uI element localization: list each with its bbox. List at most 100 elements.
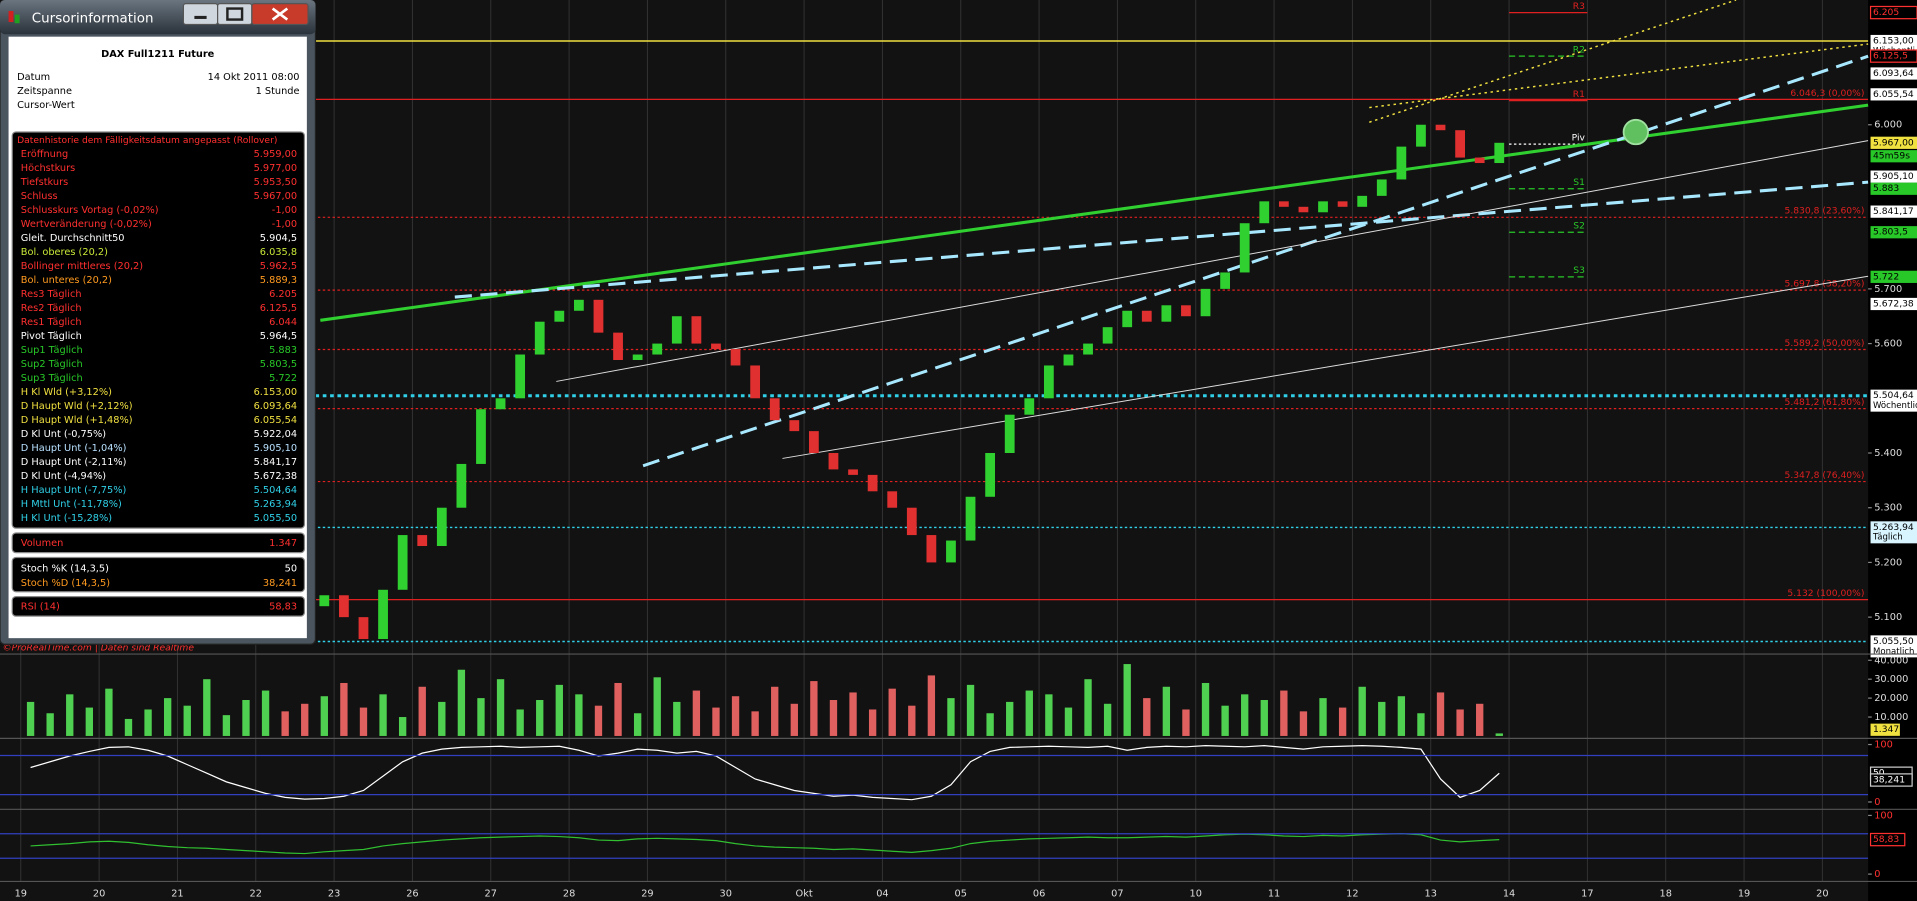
volume-bar	[731, 696, 740, 736]
price-box-label: 5.905,10	[1873, 171, 1914, 182]
maximize-icon	[226, 7, 244, 21]
row-value: 6.153,00	[254, 387, 298, 398]
candle	[1141, 310, 1152, 322]
row-label: D Kl Unt (-0,75%)	[21, 429, 106, 440]
row-value: 5.504,64	[254, 485, 298, 496]
candle	[926, 535, 937, 563]
volume-bar	[1456, 709, 1464, 736]
row-label: Volumen	[21, 538, 64, 549]
candle	[436, 507, 447, 547]
price-box	[1870, 389, 1917, 412]
volume-bar	[614, 682, 622, 736]
volume-bar	[692, 690, 701, 736]
row-value: 5.055,50	[254, 513, 298, 524]
rsi-tick-label: 100	[1874, 810, 1893, 821]
cursor-window[interactable]: Cursorinformation DAX Full1211 Future Da…	[0, 0, 317, 645]
volume-bar	[242, 700, 250, 736]
date-label: 14	[1503, 889, 1515, 900]
row-label: Tiefstkurs	[20, 177, 68, 188]
maximize-button[interactable]	[217, 3, 253, 26]
candle	[965, 496, 976, 541]
row-label: Bollinger mittleres (20,2)	[21, 261, 143, 272]
row-value: 5.904,5	[260, 233, 297, 244]
candle	[378, 589, 388, 640]
volume-bar	[927, 675, 936, 736]
candle	[1102, 327, 1113, 344]
date-label: 05	[955, 889, 967, 900]
volume-bar	[1221, 705, 1229, 736]
volume-bar	[888, 688, 896, 736]
y-tick-label: 5.100	[1874, 612, 1902, 623]
volume-bar	[1260, 700, 1268, 736]
candle	[887, 491, 898, 508]
volume-bar	[555, 684, 563, 736]
candle	[711, 343, 721, 350]
rsi-box-label: 58,83	[1873, 834, 1899, 845]
candle	[691, 316, 702, 344]
minimize-button[interactable]	[182, 3, 219, 26]
stoch-box-label: 38,241	[1873, 775, 1905, 786]
candle	[1337, 201, 1348, 207]
candle	[554, 310, 565, 322]
row-value: 5.883	[269, 345, 297, 356]
volume-bar	[26, 701, 35, 736]
row-value: 6.035,8	[260, 247, 297, 258]
row-label: Sup1 Täglich	[21, 345, 83, 356]
row-value: 58,83	[269, 601, 297, 612]
rsi-box	[1869, 832, 1906, 847]
date-label: 13	[1425, 889, 1437, 900]
price-box-label: 6.125,5	[1873, 51, 1908, 62]
candle	[1024, 398, 1035, 415]
date-label: 11	[1268, 889, 1280, 900]
row-label: Sup3 Täglich	[21, 373, 83, 384]
candle	[730, 349, 741, 366]
row-label: Bol. unteres (20,2)	[21, 275, 112, 286]
trend-line	[454, 180, 1869, 299]
price-box-label: 5.883	[1873, 183, 1899, 194]
price-box	[1870, 297, 1917, 311]
price-box-label: 5.967,00	[1873, 137, 1914, 148]
candle	[476, 409, 486, 464]
minimize-icon	[194, 15, 207, 19]
price-box	[1870, 88, 1917, 101]
candle	[652, 343, 663, 355]
date-label: 27	[485, 889, 497, 900]
pivot-label: Piv	[1572, 133, 1586, 144]
row-value: 6.093,64	[254, 401, 298, 412]
pane-separators	[0, 653, 1917, 883]
volume-bar	[790, 703, 798, 736]
volume-bar	[1280, 690, 1288, 736]
price-box	[1870, 136, 1917, 149]
volume-bar	[1476, 703, 1484, 736]
row-label: Schlusskurs Vortag (-0,02%)	[21, 205, 159, 216]
date-label: 22	[250, 889, 262, 900]
row-value: 50	[285, 563, 297, 574]
date-label: 20	[93, 889, 105, 900]
candle	[593, 299, 604, 333]
date-label: 04	[876, 889, 888, 900]
volume-bar	[418, 686, 426, 736]
pivot-label: R2	[1573, 44, 1585, 55]
candle	[1122, 310, 1133, 328]
candle	[750, 365, 761, 399]
row-label: Bol. oberes (20,2)	[21, 247, 108, 258]
app-icon	[14, 14, 20, 24]
alert-marker[interactable]	[1622, 118, 1649, 146]
row-value: 6.205	[269, 289, 297, 300]
candle	[1083, 343, 1093, 355]
price-box-label: 6.093,64	[1873, 68, 1914, 79]
candle	[534, 321, 545, 355]
volume-bar	[222, 715, 231, 736]
volume-bar	[673, 701, 681, 736]
row-value: 5.803,5	[260, 359, 297, 370]
row-value: 5.672,38	[254, 471, 298, 482]
meta-label: Datum	[17, 72, 50, 83]
volume-bar	[966, 684, 975, 736]
volume-bar	[536, 700, 544, 736]
history-header: Datenhistorie dem Fälligkeitsdatum angep…	[17, 135, 277, 146]
candle	[397, 535, 408, 590]
candle	[1396, 146, 1407, 180]
volume-bar	[379, 694, 387, 736]
trend-line	[556, 140, 1869, 382]
